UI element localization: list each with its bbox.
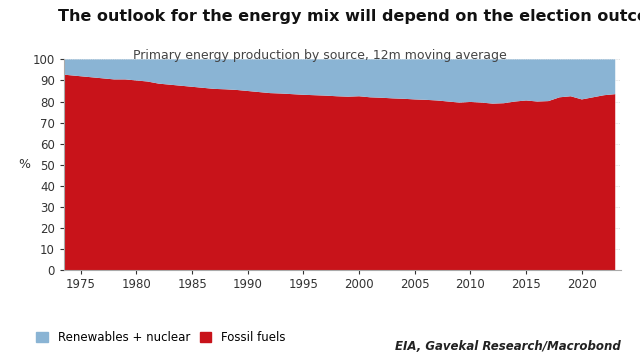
Legend: Renewables + nuclear, Fossil fuels: Renewables + nuclear, Fossil fuels <box>36 331 285 344</box>
Text: Primary energy production by source, 12m moving average: Primary energy production by source, 12m… <box>133 49 507 62</box>
Text: The outlook for the energy mix will depend on the election outcome: The outlook for the energy mix will depe… <box>58 9 640 24</box>
Text: EIA, Gavekal Research/Macrobond: EIA, Gavekal Research/Macrobond <box>395 340 621 353</box>
Y-axis label: %: % <box>19 158 30 171</box>
